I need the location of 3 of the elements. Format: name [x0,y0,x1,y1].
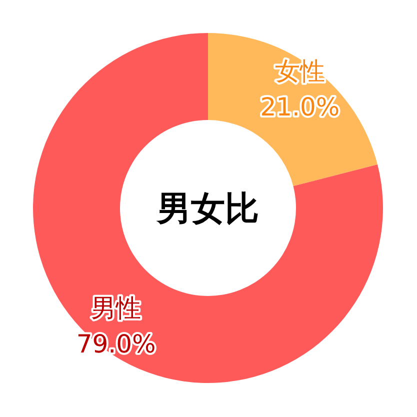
text: 男女比 [156,189,259,229]
data-label: 21.0% [260,92,340,122]
slice-label: 男性 [91,294,142,323]
